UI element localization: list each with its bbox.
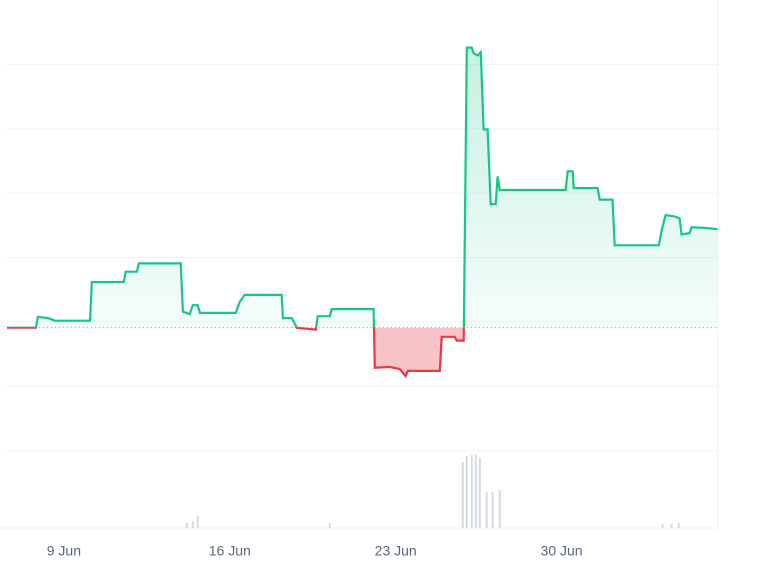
volume-bar bbox=[465, 456, 468, 528]
volume-bar bbox=[677, 523, 680, 528]
x-tick-label: 30 Jun bbox=[541, 543, 583, 559]
volume-bar bbox=[461, 462, 464, 528]
volume-bar bbox=[470, 455, 473, 528]
volume-bar bbox=[491, 492, 494, 528]
volume-bar bbox=[328, 523, 331, 528]
volume-bar bbox=[185, 523, 188, 528]
x-tick-label: 9 Jun bbox=[47, 543, 81, 559]
price-area bbox=[7, 47, 718, 376]
volume-bar bbox=[191, 521, 194, 528]
volume-bar bbox=[474, 455, 477, 528]
volume-bar bbox=[478, 458, 481, 528]
x-tick-label: 23 Jun bbox=[375, 543, 417, 559]
volume-bar bbox=[670, 524, 673, 528]
volume-bar bbox=[661, 524, 664, 528]
volume-bar bbox=[485, 492, 488, 528]
volume-bar bbox=[196, 516, 199, 528]
x-tick-label: 16 Jun bbox=[209, 543, 251, 559]
volume-bar bbox=[498, 490, 501, 528]
price-line bbox=[7, 46, 718, 379]
